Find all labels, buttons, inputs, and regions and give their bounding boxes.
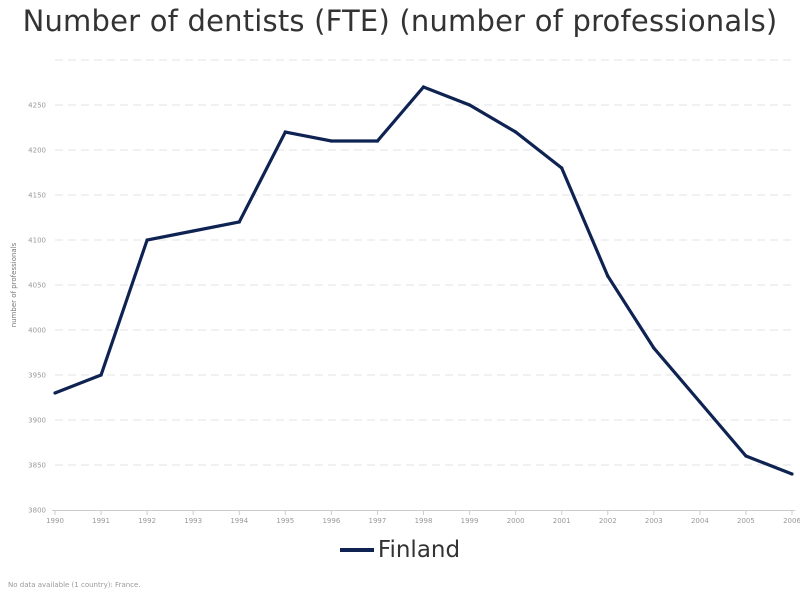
x-tick-label: 2003	[645, 517, 663, 525]
footnote: No data available (1 country): France.	[8, 581, 141, 589]
data-point	[375, 139, 380, 143]
data-point	[467, 103, 472, 107]
x-tick-label: 1992	[138, 517, 156, 525]
data-point	[99, 373, 103, 377]
legend-swatch-finland	[339, 547, 374, 552]
y-tick-label: 3800	[28, 507, 46, 515]
y-tick-label: 3900	[28, 417, 46, 425]
x-tick-label: 2006	[783, 517, 800, 525]
y-axis-label: number of professionals	[10, 242, 18, 327]
data-point	[652, 346, 656, 350]
data-point	[698, 400, 702, 404]
x-tick-label: 1993	[184, 517, 202, 525]
x-tick-label: 2001	[553, 517, 571, 525]
x-tick-label: 1998	[415, 517, 433, 525]
x-tick-label: 1991	[92, 517, 110, 525]
y-axis-ticks: 3800 3850 3900 3950 4000 4050 4100 4150 4200 4250	[28, 102, 46, 515]
y-tick-label: 3850	[28, 462, 46, 470]
y-tick-label: 4250	[28, 102, 46, 110]
x-tick-label: 1994	[230, 517, 248, 525]
data-point	[283, 130, 287, 134]
x-axis-ticks: 1990 1991 1992 1993 1994 1995 1996 1997 1998 1999…	[46, 510, 800, 525]
data-point	[329, 139, 333, 143]
x-tick-label: 2004	[691, 517, 709, 525]
legend[interactable]: Finland	[0, 537, 800, 563]
y-tick-label: 4100	[28, 237, 46, 245]
x-tick-label: 2002	[599, 517, 617, 525]
y-tick-label: 4000	[28, 327, 46, 335]
series-line-finland	[54, 85, 793, 476]
data-point	[560, 166, 564, 170]
chart-title: Number of dentists (FTE) (number of prof…	[22, 4, 778, 38]
x-tick-label: 2000	[507, 517, 525, 525]
data-point	[145, 238, 149, 242]
data-point	[606, 274, 610, 278]
data-point	[191, 229, 195, 233]
x-tick-label: 1997	[369, 517, 387, 525]
data-point	[514, 130, 518, 134]
x-tick-label: 1996	[322, 517, 340, 525]
legend-label-finland: Finland	[377, 537, 461, 563]
y-tick-label: 3950	[28, 372, 46, 380]
gridlines	[55, 59, 792, 466]
series-layer	[53, 85, 794, 476]
data-point	[421, 85, 426, 89]
y-tick-label: 4050	[28, 282, 46, 290]
x-tick-label: 1999	[461, 517, 479, 525]
x-tick-label: 2005	[737, 517, 755, 525]
data-point	[237, 220, 241, 224]
data-point	[744, 454, 748, 458]
y-tick-label: 4150	[28, 192, 46, 200]
y-tick-label: 4200	[28, 147, 46, 155]
data-point	[53, 391, 57, 395]
data-point	[790, 472, 794, 476]
x-tick-label: 1995	[276, 517, 294, 525]
x-tick-label: 1990	[46, 517, 64, 525]
